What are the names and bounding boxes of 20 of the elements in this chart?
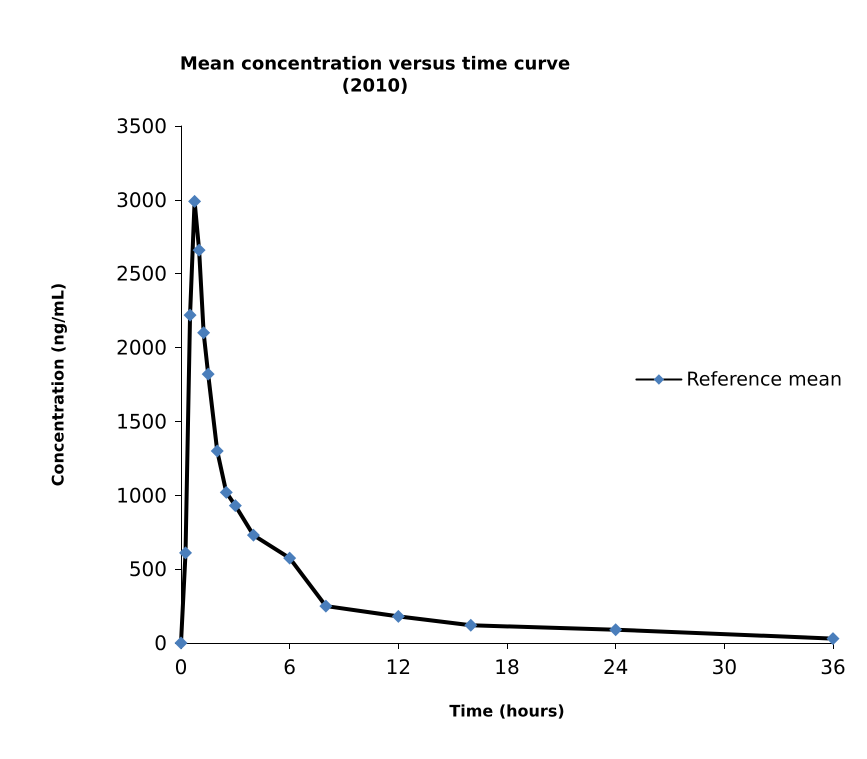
x-tick-label: 12 xyxy=(386,655,412,679)
x-tick-label: 30 xyxy=(712,655,738,679)
y-tick-label: 500 xyxy=(128,557,167,582)
chart-title: Mean concentration versus time curve xyxy=(180,54,570,74)
y-tick-label: 0 xyxy=(154,631,167,655)
y-tick-label: 2000 xyxy=(116,336,167,360)
x-tick-label: 18 xyxy=(494,655,520,679)
x-tick-label: 0 xyxy=(174,655,188,679)
y-tick-label: 3000 xyxy=(116,188,167,212)
x-axis-title: Time (hours) xyxy=(449,702,565,720)
x-tick-label: 6 xyxy=(283,655,296,679)
y-tick-label: 1500 xyxy=(116,409,167,434)
x-tick-label: 36 xyxy=(820,655,846,679)
legend-label: Reference mean xyxy=(686,368,842,390)
y-axis-title: Concentration (ng/mL) xyxy=(48,282,68,486)
x-tick-label: 24 xyxy=(602,655,628,679)
y-tick-label: 1000 xyxy=(116,483,167,508)
y-tick-label: 3500 xyxy=(116,114,167,138)
y-tick-label: 2500 xyxy=(116,262,167,286)
chart-subtitle: (2010) xyxy=(342,76,408,96)
